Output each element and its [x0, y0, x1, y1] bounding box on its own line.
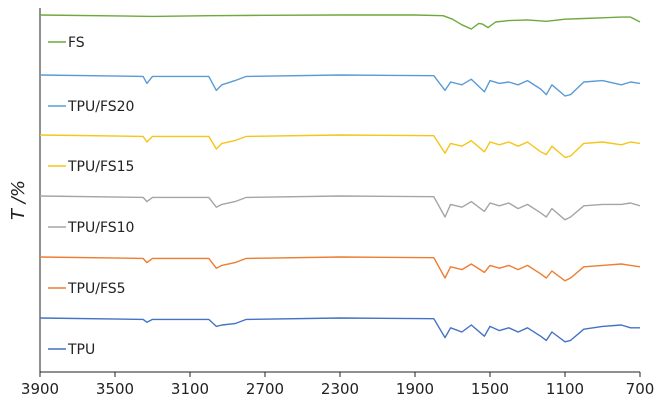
series-group [39, 14, 641, 343]
x-tick-label: 3100 [171, 380, 209, 398]
legend-label: TPU/FS20 [67, 99, 134, 115]
x-tick-label: 2300 [321, 380, 359, 398]
legend-label: TPU/FS5 [67, 281, 126, 297]
legend-label: FS [68, 35, 85, 51]
legend-label: TPU [67, 342, 95, 358]
y-axis-label: T /% [8, 180, 29, 220]
series-line-tpu [39, 317, 640, 343]
x-tick-label: 700 [626, 380, 655, 398]
x-tick-label: 3900 [21, 380, 59, 398]
series-line-tpu-fs10 [39, 195, 641, 221]
legend-group: FS TPU/FS20 TPU/FS15 TPU/FS10 TPU/FS5 TPU [48, 35, 134, 358]
legend-label: TPU/FS15 [67, 159, 134, 175]
series-line-tpu-fs15 [39, 134, 641, 159]
series-line-tpu-fs20 [39, 74, 641, 97]
x-tick-label: 1900 [396, 380, 434, 398]
series-line-tpu-fs5 [39, 256, 641, 282]
x-tick-group: 3900 3500 3100 2700 2300 1900 1500 1100 700 [21, 372, 654, 398]
x-tick-label: 1500 [471, 380, 509, 398]
x-tick-label: 1100 [546, 380, 584, 398]
x-tick-label: 3500 [96, 380, 134, 398]
legend-label: TPU/FS10 [67, 220, 134, 236]
series-line-fs [39, 14, 641, 30]
x-tick-label: 2700 [246, 380, 284, 398]
